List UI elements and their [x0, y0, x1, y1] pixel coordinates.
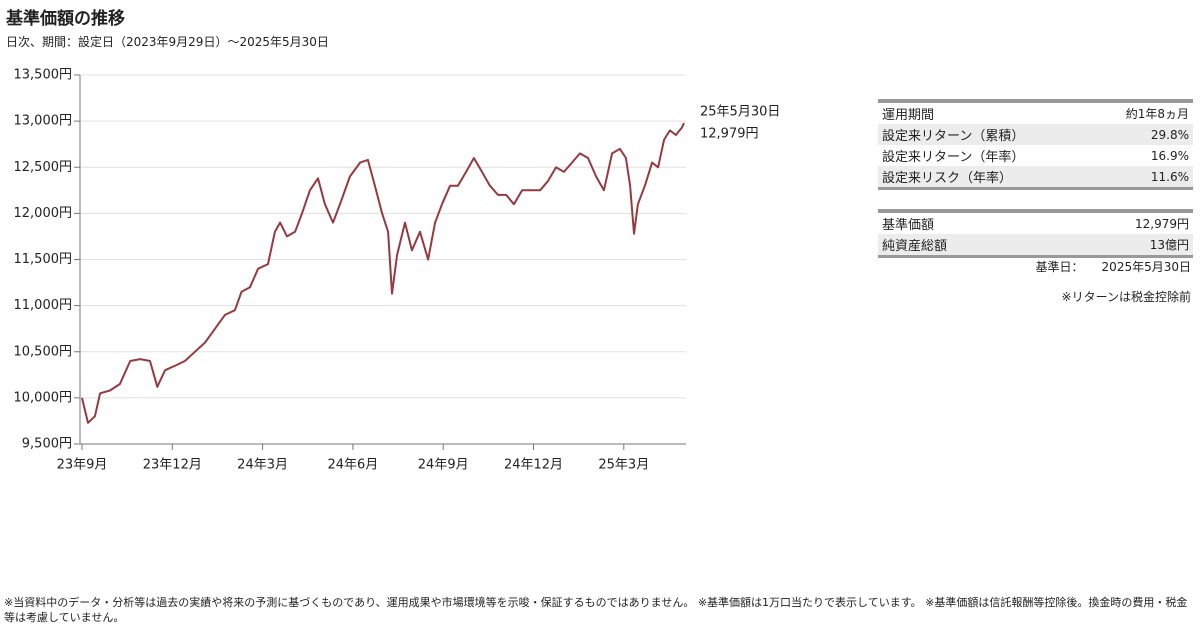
y-tick-label: 11,000円 [14, 298, 73, 313]
footer: ※当資料中のデータ・分析等は過去の実績や将来の予測に基づくものであり、運用成果や… [4, 596, 1188, 624]
y-tick-label: 10,500円 [14, 344, 73, 359]
cell-label: 基準価額 [882, 218, 935, 233]
cell-value: 13億円 [1149, 238, 1189, 252]
base-date: 基準日： 2025年5月30日 [1036, 258, 1191, 275]
y-tick-label: 10,000円 [14, 390, 73, 405]
x-tick-label: 24年3月 [237, 458, 288, 473]
cell-label: 設定来リターン（累積） [882, 129, 1025, 144]
y-tick-label: 9,500円 [22, 437, 72, 452]
x-tick-label: 24年12月 [504, 458, 563, 473]
cell-label: 運用期間 [882, 108, 935, 123]
y-tick-label: 13,500円 [14, 68, 73, 83]
table-row: 基準価額 12,979円 [878, 211, 1193, 234]
chart: 25年5月30日 12,979円 9,500円 10,000円 10,500円 11,… [14, 68, 781, 473]
x-tick-label: 24年6月 [327, 458, 378, 473]
table-row: 運用期間 約1年8ヵ月 [878, 101, 1193, 124]
cell-value: 約1年8ヵ月 [1125, 107, 1189, 121]
table-row: 純資産総額 13億円 [878, 234, 1193, 257]
base-date-value: 2025年5月30日 [1101, 260, 1191, 274]
stats-table: 運用期間 約1年8ヵ月設定来リターン（累積） 29.8% 設定来リターン（年率） 16.… [878, 99, 1193, 190]
annotation-value: 12,979円 [700, 127, 759, 142]
table-row: 設定来リターン（累積） 29.8% [878, 124, 1193, 145]
y-tick-label: 13,000円 [14, 114, 73, 129]
title: 基準価額の推移 [6, 9, 125, 29]
x-tick-label: 25年3月 [598, 458, 649, 473]
subtitle: 日次、期間：設定日（2023年9月29日）～2025年5月30日 [6, 35, 329, 49]
annotation-date: 25年5月30日 [700, 105, 780, 120]
cell-value: 16.9% [1150, 148, 1189, 163]
base-date-label: 基準日： [1035, 260, 1084, 274]
note: ※リターンは税金控除前 [1061, 290, 1191, 304]
x-tick-label: 23年12月 [143, 458, 202, 473]
cell-label: 設定来リスク（年率） [882, 171, 1013, 186]
cell-label: 純資産総額 [882, 239, 948, 254]
table-row: 設定来リターン（年率） 16.9% [878, 145, 1193, 166]
cell-label: 設定来リターン（年率） [882, 150, 1025, 165]
y-tick-label: 12,000円 [14, 206, 73, 221]
line [81, 122, 685, 424]
x-tick-label: 24年9月 [418, 458, 469, 473]
table-row: 設定来リスク（年率） 11.6% [878, 166, 1193, 189]
x-tick-label: 23年9月 [57, 458, 108, 473]
cell-value: 11.6% [1150, 169, 1189, 184]
y-tick-label: 12,500円 [14, 160, 73, 175]
cell-value: 12,979円 [1135, 217, 1189, 231]
y-tick-label: 11,500円 [14, 252, 73, 267]
cell-value: 29.8% [1150, 127, 1189, 142]
nav-table: 基準価額 12,979円純資産総額 13億円 [878, 209, 1193, 258]
